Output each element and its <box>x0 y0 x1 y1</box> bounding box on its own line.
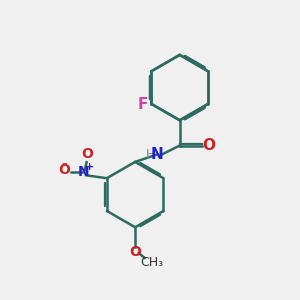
Text: F: F <box>138 97 148 112</box>
Text: H: H <box>146 148 155 161</box>
Text: -: - <box>61 157 67 171</box>
Text: +: + <box>85 162 94 172</box>
Text: O: O <box>129 245 141 259</box>
Text: O: O <box>58 163 70 177</box>
Text: CH₃: CH₃ <box>140 256 163 269</box>
Text: N: N <box>151 147 164 162</box>
Text: O: O <box>82 147 93 161</box>
Text: O: O <box>202 138 215 153</box>
Text: N: N <box>78 165 89 179</box>
